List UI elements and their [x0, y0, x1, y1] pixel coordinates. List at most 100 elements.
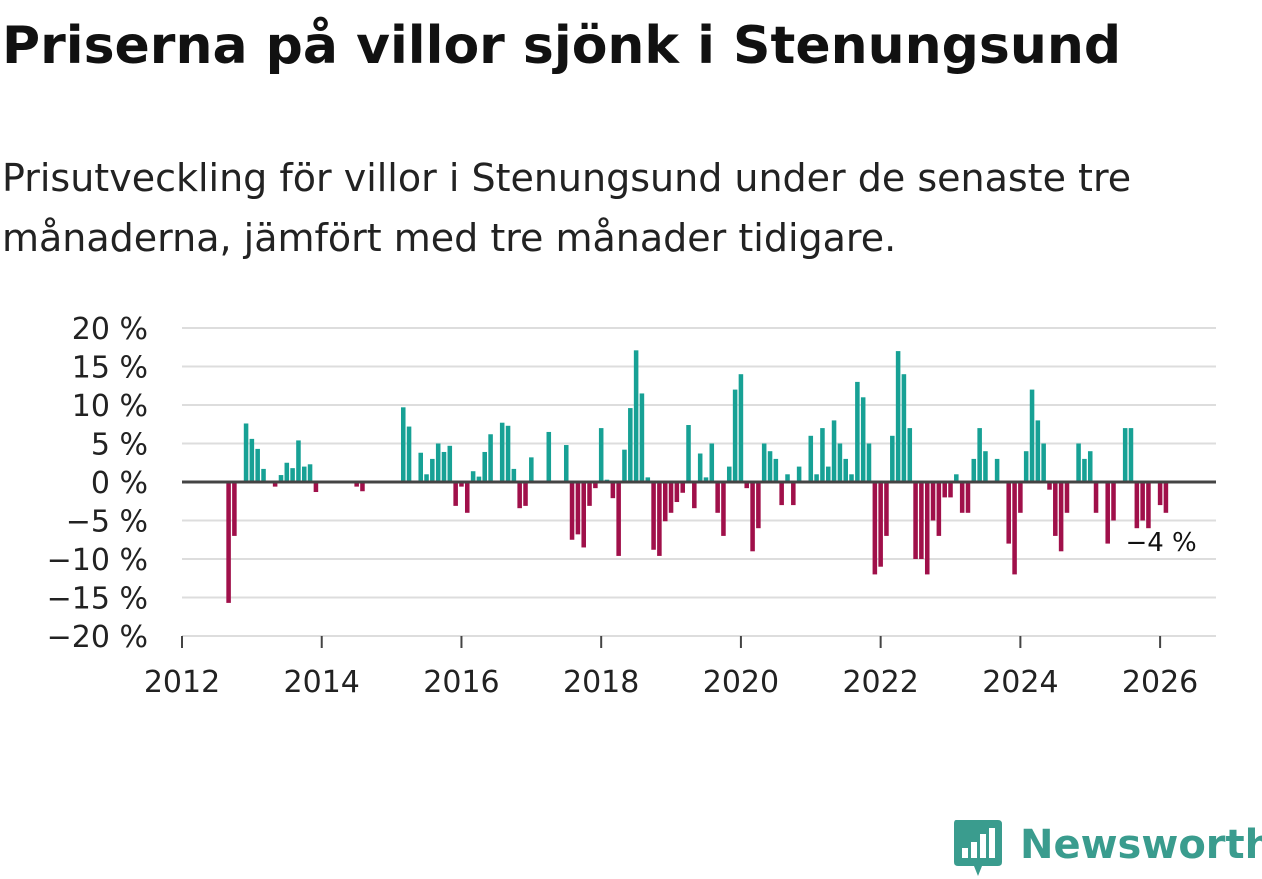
bar — [1012, 482, 1017, 575]
y-tick-label: 15 % — [72, 351, 148, 386]
bar — [464, 482, 470, 513]
bar — [249, 438, 255, 482]
y-tick-label: −5 % — [66, 505, 148, 540]
bar — [994, 458, 1000, 482]
bar — [721, 482, 726, 536]
bar — [1018, 482, 1023, 513]
bar — [453, 482, 458, 506]
bar — [697, 453, 703, 482]
bar — [272, 482, 278, 487]
bar — [674, 482, 680, 503]
bar — [563, 445, 569, 482]
bar — [913, 482, 918, 559]
bar — [662, 482, 668, 522]
y-tick-label: 20 % — [72, 312, 148, 347]
bar — [307, 464, 313, 482]
bar — [738, 374, 744, 482]
bar — [936, 482, 942, 536]
bar — [1029, 389, 1035, 482]
bar — [942, 482, 947, 498]
bar — [628, 408, 633, 482]
bar — [232, 482, 237, 536]
bar — [657, 482, 662, 556]
y-tick-label: 5 % — [91, 428, 148, 463]
bar — [505, 425, 511, 482]
bar — [569, 482, 575, 540]
bar — [284, 462, 290, 482]
bar — [890, 435, 895, 482]
x-tick-label: 2020 — [703, 665, 779, 700]
bar — [686, 425, 691, 482]
bar-chart: 20 % 15 %10 % 5 %0 % −5 %−10 % −15 %−20 % 201… — [47, 312, 1216, 700]
bar — [587, 482, 592, 506]
y-tick-label: −15 % — [47, 582, 148, 617]
bar — [1163, 482, 1169, 513]
bar — [482, 451, 487, 482]
bar — [278, 475, 284, 482]
bar — [761, 443, 767, 482]
bar — [296, 440, 301, 482]
bar — [598, 428, 604, 482]
bar — [1157, 482, 1163, 506]
bar — [767, 451, 773, 482]
bar — [779, 482, 784, 506]
bar — [878, 482, 883, 567]
x-tick-label: 2012 — [144, 665, 220, 700]
bar — [1058, 482, 1064, 552]
newsworthy-logo-text: Newsworthy — [1020, 822, 1262, 868]
bar — [575, 482, 581, 535]
bar — [447, 445, 453, 482]
bar — [435, 443, 441, 482]
chart-title: Priserna på villor sjönk i Stenungsund — [2, 16, 1122, 76]
bar — [1093, 482, 1099, 513]
bar — [523, 482, 528, 506]
bar — [441, 451, 447, 482]
bar — [814, 474, 819, 482]
bar — [418, 452, 423, 482]
x-tick-label: 2018 — [563, 665, 639, 700]
bar — [831, 420, 837, 482]
bar — [1105, 482, 1110, 544]
bar — [860, 397, 866, 482]
bar — [983, 451, 988, 482]
bar — [1111, 482, 1116, 521]
bar — [843, 458, 848, 482]
bar — [791, 482, 796, 506]
y-tick-label: 10 % — [72, 389, 148, 424]
bar — [959, 482, 965, 513]
bar — [255, 448, 260, 482]
newsworthy-logo-icon — [954, 820, 1002, 876]
grid-lines — [182, 327, 1216, 637]
x-tick-label: 2024 — [982, 665, 1058, 700]
bar — [616, 482, 621, 556]
bar — [732, 389, 738, 482]
bar — [593, 482, 598, 489]
bar — [971, 458, 977, 482]
bar — [1134, 482, 1140, 529]
y-tick-label: 0 % — [91, 466, 148, 501]
bar — [1035, 420, 1041, 482]
bar — [400, 407, 406, 482]
bar — [313, 482, 319, 493]
bar — [651, 482, 656, 550]
bar — [866, 443, 872, 482]
bar — [715, 482, 720, 513]
bar — [750, 482, 755, 552]
bar — [785, 474, 790, 482]
bar — [1047, 482, 1052, 490]
x-tick-label: 2026 — [1122, 665, 1198, 700]
bar — [808, 435, 814, 482]
bar — [1006, 482, 1011, 544]
bar — [424, 474, 429, 482]
x-tick-label: 2016 — [423, 665, 499, 700]
bars — [226, 350, 1169, 603]
y-tick-label: −10 % — [47, 543, 148, 578]
bar — [301, 466, 307, 482]
axis-labels: 20 % 15 %10 % 5 %0 % −5 %−10 % −15 %−20 % 201… — [47, 312, 1216, 700]
bar — [645, 477, 651, 482]
bar — [709, 443, 715, 482]
bar — [907, 428, 913, 482]
bar — [430, 458, 435, 482]
bar — [1053, 482, 1058, 536]
x-tick-label: 2022 — [842, 665, 918, 700]
